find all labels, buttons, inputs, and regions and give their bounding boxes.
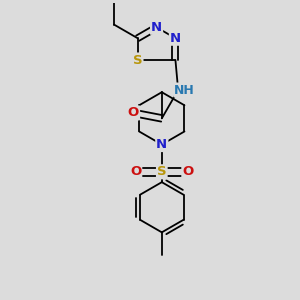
Text: S: S: [133, 53, 142, 67]
Text: O: O: [130, 165, 141, 178]
Text: O: O: [182, 165, 194, 178]
Text: NH: NH: [174, 83, 195, 97]
Text: O: O: [128, 106, 139, 119]
Text: N: N: [151, 21, 162, 34]
Text: N: N: [170, 32, 181, 45]
Text: N: N: [156, 138, 167, 151]
Text: S: S: [157, 165, 166, 178]
